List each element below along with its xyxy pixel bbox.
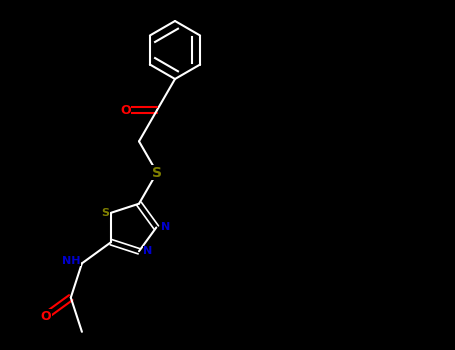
Text: N: N <box>161 223 170 232</box>
Text: NH: NH <box>62 256 80 266</box>
Text: S: S <box>101 208 109 218</box>
Text: N: N <box>143 246 152 256</box>
Text: O: O <box>41 310 51 323</box>
Text: O: O <box>120 104 131 117</box>
Text: S: S <box>152 166 162 180</box>
